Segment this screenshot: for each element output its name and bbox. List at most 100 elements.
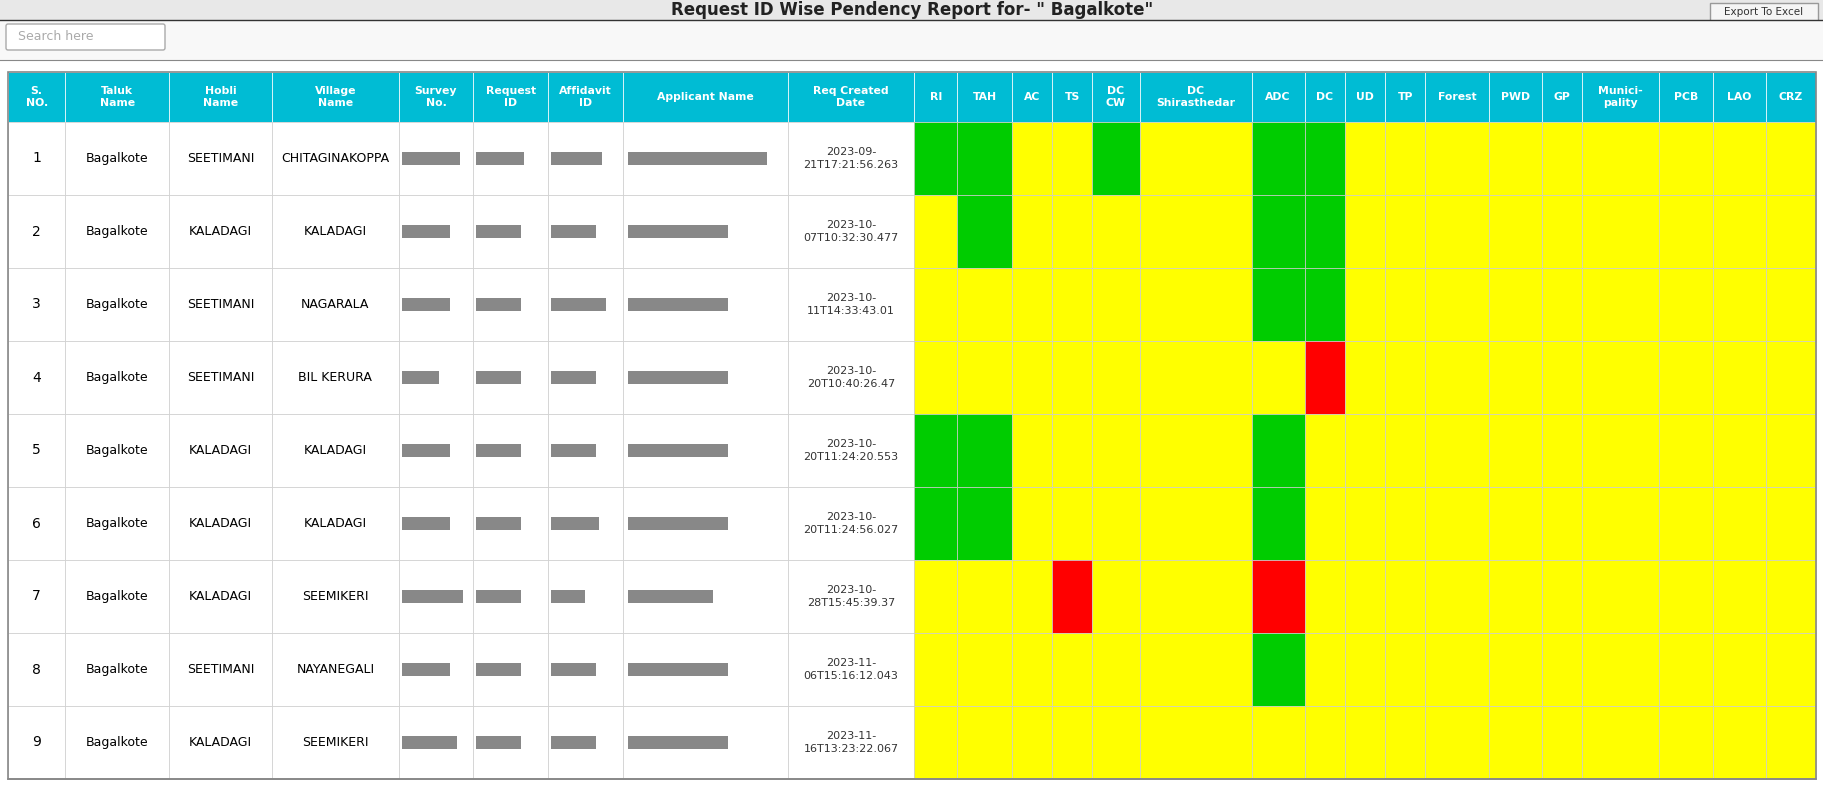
Text: Survey
No.: Survey No. (414, 86, 458, 108)
Bar (401, 371, 439, 384)
Bar (1659, 414, 1712, 487)
Bar (627, 517, 727, 530)
Bar (913, 487, 957, 560)
Bar (272, 195, 399, 268)
Text: 2023-10-
20T11:24:56.027: 2023-10- 20T11:24:56.027 (802, 512, 899, 535)
Bar (1303, 195, 1344, 268)
Bar (1139, 195, 1251, 268)
Bar (472, 487, 547, 560)
Bar (1712, 268, 1765, 341)
Bar (399, 195, 472, 268)
Text: LAO: LAO (1726, 92, 1750, 102)
Bar (170, 487, 272, 560)
Bar (622, 341, 788, 414)
Bar (1139, 341, 1251, 414)
Bar (1765, 72, 1816, 122)
Bar (1581, 706, 1659, 779)
Bar (913, 414, 957, 487)
Bar (622, 633, 788, 706)
Bar (551, 736, 596, 749)
Bar (399, 268, 472, 341)
Bar (1659, 341, 1712, 414)
Bar (1092, 341, 1139, 414)
Bar (1765, 706, 1816, 779)
Bar (957, 487, 1012, 560)
Bar (7, 268, 66, 341)
Bar (627, 590, 713, 603)
Bar (1712, 122, 1765, 195)
Bar (472, 72, 547, 122)
Text: Bagalkote: Bagalkote (86, 444, 148, 457)
Bar (622, 706, 788, 779)
Text: 9: 9 (33, 735, 42, 750)
Bar (622, 487, 788, 560)
Bar (1344, 72, 1384, 122)
Bar (170, 633, 272, 706)
Bar (1251, 341, 1303, 414)
Text: Bagalkote: Bagalkote (86, 736, 148, 749)
Text: CHITAGINAKOPPA: CHITAGINAKOPPA (281, 152, 390, 165)
Bar (1344, 633, 1384, 706)
Bar (1765, 122, 1816, 195)
Bar (1581, 560, 1659, 633)
Bar (551, 371, 596, 384)
Bar (1424, 633, 1488, 706)
Bar (1659, 706, 1712, 779)
Text: Bagalkote: Bagalkote (86, 590, 148, 603)
Bar (1251, 560, 1303, 633)
Bar (1384, 268, 1424, 341)
Bar (1659, 633, 1712, 706)
Bar (272, 487, 399, 560)
Bar (399, 122, 472, 195)
Bar (401, 663, 450, 676)
Bar (1012, 414, 1052, 487)
Bar (1581, 487, 1659, 560)
Bar (472, 633, 547, 706)
Bar (788, 414, 913, 487)
Bar (1092, 122, 1139, 195)
Text: Request
ID: Request ID (485, 86, 536, 108)
Bar (1708, 3, 1818, 21)
Bar (1052, 414, 1092, 487)
Bar (547, 633, 622, 706)
Bar (66, 122, 170, 195)
Bar (913, 706, 957, 779)
Text: AC: AC (1023, 92, 1039, 102)
Bar (1012, 195, 1052, 268)
Bar (913, 268, 957, 341)
Bar (1052, 341, 1092, 414)
Bar (1384, 414, 1424, 487)
Text: Bagalkote: Bagalkote (86, 517, 148, 530)
Text: ADC: ADC (1265, 92, 1291, 102)
Text: RI: RI (930, 92, 941, 102)
Text: DC
CW: DC CW (1105, 86, 1125, 108)
Bar (788, 487, 913, 560)
Text: Forest: Forest (1437, 92, 1475, 102)
Bar (1012, 72, 1052, 122)
Bar (547, 560, 622, 633)
Bar (1540, 487, 1581, 560)
Text: 5: 5 (33, 444, 42, 457)
Bar (551, 444, 596, 457)
Bar (1424, 487, 1488, 560)
Bar (1424, 268, 1488, 341)
Bar (399, 560, 472, 633)
Bar (1659, 268, 1712, 341)
Bar (399, 706, 472, 779)
Bar (1303, 560, 1344, 633)
Bar (1344, 414, 1384, 487)
Bar (547, 195, 622, 268)
Bar (1344, 268, 1384, 341)
Bar (1712, 633, 1765, 706)
Bar (272, 122, 399, 195)
Text: SEETIMANI: SEETIMANI (186, 371, 253, 384)
Bar (1424, 72, 1488, 122)
Bar (7, 195, 66, 268)
Bar (547, 414, 622, 487)
Bar (1303, 341, 1344, 414)
Text: Affidavit
ID: Affidavit ID (558, 86, 611, 108)
Bar (1659, 487, 1712, 560)
Bar (1488, 122, 1540, 195)
Bar (1712, 560, 1765, 633)
Bar (1052, 122, 1092, 195)
